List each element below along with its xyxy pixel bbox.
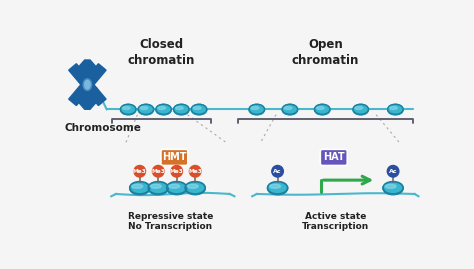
Text: Repressive state: Repressive state xyxy=(128,212,213,221)
Ellipse shape xyxy=(249,104,264,114)
Circle shape xyxy=(171,165,182,177)
Ellipse shape xyxy=(120,105,136,115)
Ellipse shape xyxy=(390,107,397,109)
Ellipse shape xyxy=(315,105,330,115)
Text: Open
chromatin: Open chromatin xyxy=(292,38,359,68)
Ellipse shape xyxy=(251,107,259,109)
Text: Me3: Me3 xyxy=(170,169,183,174)
FancyBboxPatch shape xyxy=(320,149,347,165)
Ellipse shape xyxy=(282,104,298,114)
Ellipse shape xyxy=(315,104,330,114)
Circle shape xyxy=(272,165,283,177)
Circle shape xyxy=(153,165,164,177)
Ellipse shape xyxy=(185,182,205,194)
Ellipse shape xyxy=(385,184,396,188)
Ellipse shape xyxy=(173,104,189,114)
Polygon shape xyxy=(69,64,106,105)
Text: Ac: Ac xyxy=(273,169,282,174)
Text: Closed
chromatin: Closed chromatin xyxy=(128,38,195,68)
Ellipse shape xyxy=(156,105,171,115)
Ellipse shape xyxy=(122,107,130,109)
Ellipse shape xyxy=(83,79,91,90)
Ellipse shape xyxy=(388,104,403,114)
Ellipse shape xyxy=(353,104,368,114)
Ellipse shape xyxy=(138,104,154,114)
Ellipse shape xyxy=(169,184,180,188)
Text: HAT: HAT xyxy=(323,153,345,162)
Ellipse shape xyxy=(383,182,403,195)
Ellipse shape xyxy=(388,105,403,115)
Ellipse shape xyxy=(191,104,207,114)
Polygon shape xyxy=(79,88,95,109)
Ellipse shape xyxy=(156,104,171,114)
Ellipse shape xyxy=(138,105,154,115)
Ellipse shape xyxy=(267,182,288,195)
Text: Active state: Active state xyxy=(305,212,366,221)
Ellipse shape xyxy=(353,105,368,115)
Ellipse shape xyxy=(132,184,143,188)
Text: HMT: HMT xyxy=(162,153,187,162)
Ellipse shape xyxy=(383,182,403,194)
Ellipse shape xyxy=(120,104,136,114)
Text: No Transcription: No Transcription xyxy=(128,222,213,231)
Ellipse shape xyxy=(140,107,148,109)
Ellipse shape xyxy=(173,105,189,115)
Ellipse shape xyxy=(185,182,205,195)
Ellipse shape xyxy=(130,182,150,195)
Ellipse shape xyxy=(85,80,90,89)
Ellipse shape xyxy=(284,107,292,109)
Polygon shape xyxy=(79,60,95,82)
Ellipse shape xyxy=(282,105,298,115)
Ellipse shape xyxy=(355,107,363,109)
Ellipse shape xyxy=(167,182,187,194)
Text: Me3: Me3 xyxy=(133,169,146,174)
Ellipse shape xyxy=(175,107,183,109)
Text: Ac: Ac xyxy=(389,169,397,174)
Text: Transcription: Transcription xyxy=(301,222,369,231)
Circle shape xyxy=(387,165,399,177)
Ellipse shape xyxy=(187,184,198,188)
Circle shape xyxy=(134,165,146,177)
Ellipse shape xyxy=(317,107,324,109)
Ellipse shape xyxy=(148,182,168,195)
Ellipse shape xyxy=(158,107,165,109)
Circle shape xyxy=(190,165,201,177)
Polygon shape xyxy=(69,64,106,105)
Ellipse shape xyxy=(249,105,264,115)
Text: Chromosome: Chromosome xyxy=(64,123,141,133)
Ellipse shape xyxy=(193,107,201,109)
Ellipse shape xyxy=(130,182,150,194)
FancyBboxPatch shape xyxy=(161,149,188,165)
Text: Me3: Me3 xyxy=(188,169,202,174)
Ellipse shape xyxy=(270,184,281,188)
Text: Me3: Me3 xyxy=(151,169,165,174)
Ellipse shape xyxy=(167,182,187,195)
Ellipse shape xyxy=(191,105,207,115)
Ellipse shape xyxy=(150,184,161,188)
Ellipse shape xyxy=(267,182,288,194)
Ellipse shape xyxy=(148,182,168,194)
